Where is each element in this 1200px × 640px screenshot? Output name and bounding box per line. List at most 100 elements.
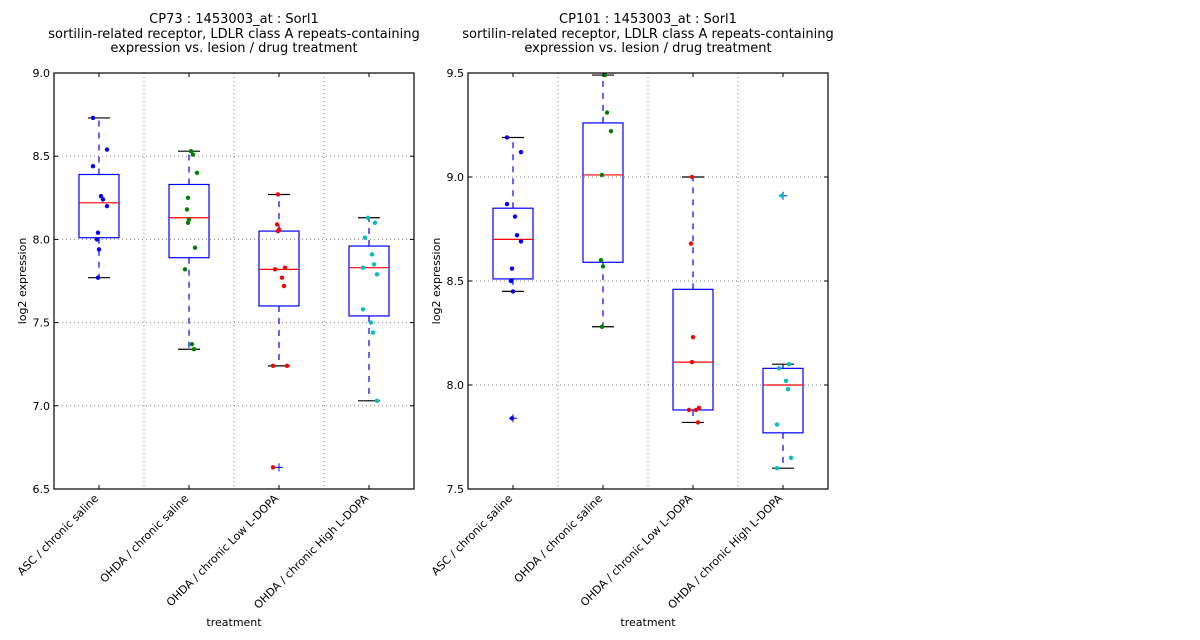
data-point	[192, 245, 198, 250]
data-point	[374, 272, 380, 277]
y-tick-label: 7.5	[447, 483, 465, 496]
data-point	[90, 115, 96, 121]
data-point	[96, 247, 102, 252]
data-point	[182, 267, 188, 272]
box-group	[762, 191, 804, 471]
data-point	[360, 307, 366, 312]
box	[348, 245, 390, 317]
box-group	[582, 72, 624, 329]
data-point	[512, 214, 518, 219]
outlier-marker	[275, 463, 283, 472]
data-point	[90, 163, 96, 169]
y-tick-label: 8.0	[33, 233, 51, 246]
box-group	[258, 192, 300, 472]
box	[168, 183, 210, 259]
data-point	[508, 278, 514, 284]
data-point	[272, 267, 278, 272]
data-point	[194, 170, 200, 176]
data-point	[776, 366, 782, 371]
data-point	[785, 386, 791, 392]
box-group	[348, 215, 390, 404]
data-point	[786, 362, 792, 367]
data-point	[365, 215, 371, 220]
data-point	[94, 237, 100, 242]
data-point	[693, 407, 699, 413]
box	[762, 367, 804, 434]
data-point	[282, 265, 288, 270]
x-tick-label: ASC / chronic saline	[15, 492, 101, 578]
data-point	[186, 217, 192, 222]
data-point	[360, 265, 366, 270]
data-point	[270, 465, 276, 470]
y-axis-label: log2 expression	[16, 238, 29, 325]
data-point	[370, 330, 376, 335]
data-point	[510, 289, 516, 294]
data-point	[270, 363, 276, 369]
plot-frame	[53, 72, 415, 490]
y-tick-label: 9.0	[33, 67, 51, 80]
chart-title-line-1: CP101 : 1453003_at : Sorl1	[559, 12, 737, 27]
data-point	[599, 324, 605, 329]
data-point	[518, 149, 524, 155]
chart-title-line-2: sortilin-related receptor, LDLR class A …	[462, 27, 833, 42]
y-axis-label: log2 expression	[430, 238, 443, 325]
data-point	[188, 149, 194, 154]
data-point	[104, 147, 110, 152]
data-point	[191, 347, 197, 352]
data-point	[779, 193, 785, 198]
data-point	[95, 230, 101, 235]
data-point	[788, 455, 794, 460]
y-tick-label: 9.5	[447, 67, 465, 80]
box	[78, 173, 120, 239]
box	[582, 122, 624, 263]
data-point	[185, 220, 191, 225]
data-point	[518, 239, 524, 244]
y-tick-label: 8.0	[447, 379, 465, 392]
data-point	[608, 129, 614, 134]
box-group	[78, 115, 120, 280]
box	[672, 288, 714, 411]
data-point	[604, 110, 610, 115]
data-point	[279, 275, 285, 280]
data-point	[372, 220, 378, 225]
data-point	[689, 359, 695, 365]
data-point	[602, 72, 608, 78]
data-point	[600, 264, 606, 269]
data-point	[104, 203, 110, 209]
data-point	[598, 258, 604, 263]
data-point	[514, 233, 520, 238]
data-point	[284, 363, 290, 369]
chart-title-line-3: expression vs. lesion / drug treatment	[110, 41, 357, 56]
y-tick-label: 8.5	[447, 275, 465, 288]
data-point	[100, 197, 106, 202]
data-point	[599, 172, 605, 178]
x-tick-label: OHDA / chronic saline	[512, 492, 606, 586]
data-point	[362, 235, 368, 240]
y-tick-label: 8.5	[33, 150, 51, 163]
data-point	[504, 201, 510, 207]
data-point	[368, 320, 374, 325]
data-point	[371, 262, 377, 267]
data-point	[275, 192, 281, 197]
data-point	[509, 416, 515, 421]
y-tick-label: 6.5	[33, 483, 51, 496]
data-point	[281, 283, 287, 289]
box	[492, 207, 534, 280]
data-point	[185, 195, 191, 200]
chart-title-line-2: sortilin-related receptor, LDLR class A …	[48, 27, 419, 42]
data-point	[686, 407, 692, 413]
x-tick-label: ASC / chronic saline	[429, 492, 515, 578]
data-point	[184, 207, 190, 212]
data-point	[774, 422, 780, 427]
x-tick-label: OHDA / chronic saline	[98, 492, 192, 586]
data-point	[690, 334, 696, 340]
y-tick-label: 7.5	[33, 317, 51, 330]
data-point	[504, 135, 510, 140]
data-point	[189, 342, 195, 347]
data-point	[369, 252, 375, 257]
x-axis-label: treatment	[206, 616, 262, 629]
data-point	[688, 241, 694, 246]
data-point	[695, 420, 701, 425]
y-tick-label: 7.0	[33, 400, 51, 413]
data-point	[374, 398, 380, 404]
